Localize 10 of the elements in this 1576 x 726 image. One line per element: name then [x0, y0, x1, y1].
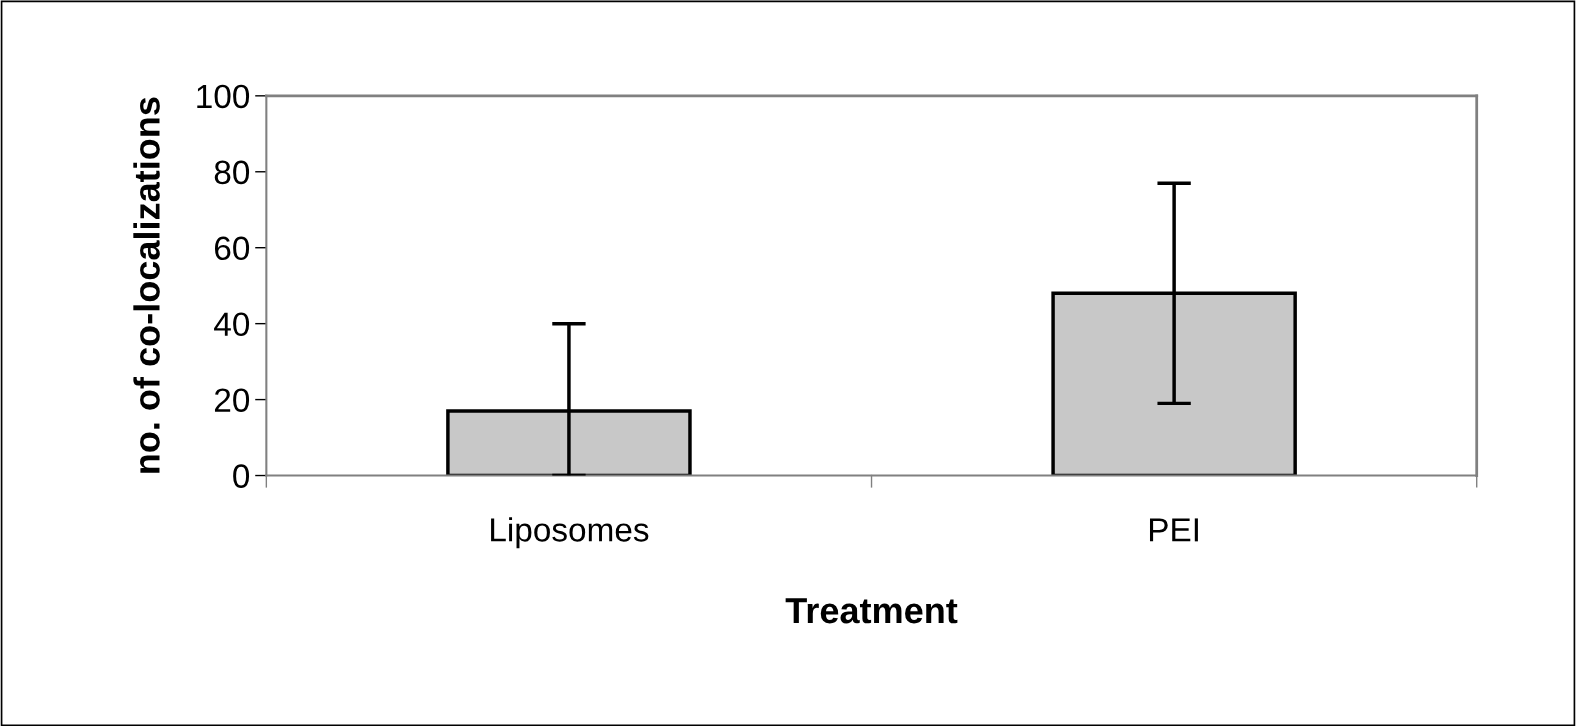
y-tick-label: 80: [214, 160, 250, 185]
x-tick-label: PEI: [1149, 518, 1198, 542]
y-tick-label: 40: [214, 312, 250, 337]
x-axis-title: Treatment: [785, 598, 958, 624]
y-tick-label: 20: [214, 388, 250, 412]
y-axis-title: no. of co-localizations: [133, 97, 160, 473]
y-tick-label: 60: [214, 236, 250, 261]
x-tick-label: Liposomes: [491, 517, 649, 549]
y-tick-label: 0: [233, 464, 250, 488]
y-tick-label: 100: [197, 84, 250, 109]
